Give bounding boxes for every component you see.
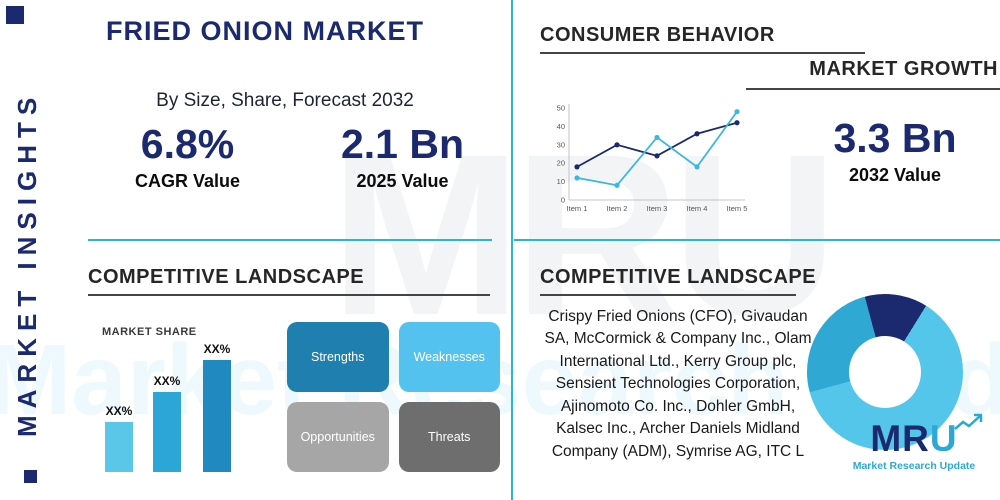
svg-text:30: 30 (557, 140, 565, 149)
value-2032: 3.3 Bn (833, 115, 957, 161)
stat-2032-value: 3.3 Bn 2032 Value (800, 115, 990, 186)
svg-text:Item 1: Item 1 (567, 204, 588, 213)
market-growth-line-chart: 0 10 20 30 40 50 Item 1 Item 2 Item 3 Item 4 Item … (557, 104, 748, 214)
pulse-icon (954, 413, 983, 430)
label-2025: 2025 Value (356, 171, 449, 192)
svg-text:50: 50 (557, 104, 565, 113)
svg-text:10: 10 (557, 177, 565, 186)
vertical-divider (511, 0, 513, 500)
bar (153, 392, 181, 472)
svg-text:Item 2: Item 2 (607, 204, 628, 213)
svg-text:0: 0 (561, 196, 565, 205)
vertical-page-title: MARKET INSIGHTS (12, 90, 42, 438)
swot-weaknesses: Weaknesses (398, 322, 500, 392)
logo-letters: MRU (833, 420, 995, 457)
bar (105, 422, 133, 472)
donut-chart (807, 294, 963, 450)
market-share-label: MARKET SHARE (102, 326, 197, 338)
consumer-behavior-title: CONSUMER BEHAVIOR (540, 24, 775, 46)
value-2025: 2.1 Bn (340, 121, 465, 167)
mru-logo: MRU Market Research Update (833, 413, 995, 472)
competitive-landscape-left-title: COMPETITIVE LANDSCAPE (88, 266, 365, 288)
market-growth-underline (746, 88, 1000, 90)
cagr-value: 6.8% (140, 121, 235, 167)
competitive-landscape-right-underline (540, 294, 796, 296)
page-subtitle: By Size, Share, Forecast 2032 (156, 90, 414, 111)
bar-column: XX% (200, 342, 234, 472)
swot-grid: Strengths Weaknesses Opportunities Threa… (287, 322, 500, 472)
horizontal-divider-left (88, 239, 492, 241)
bar-column: XX% (150, 374, 184, 472)
logo-tagline: Market Research Update (852, 460, 976, 472)
svg-text:40: 40 (557, 122, 565, 131)
svg-text:Item 4: Item 4 (687, 204, 708, 213)
logo-u-text: U (929, 418, 958, 459)
watermark-center: MRU (330, 106, 838, 363)
svg-text:Item 3: Item 3 (647, 204, 668, 213)
market-growth-title: MARKET GROWTH (809, 58, 998, 80)
swot-strengths: Strengths (287, 322, 389, 392)
bottom-square-decoration (24, 470, 37, 483)
company-list: Crispy Fried Onions (CFO), Givaudan SA, … (544, 308, 812, 460)
competitive-landscape-left-underline (88, 294, 490, 296)
swot-opportunities: Opportunities (287, 402, 389, 472)
market-share-bar-chart: XX% XX% XX% (102, 340, 252, 472)
page-title: FRIED ONION MARKET (106, 16, 424, 46)
label-2032: 2032 Value (848, 165, 942, 186)
logo-mr-text: MR (870, 418, 930, 459)
competitive-landscape-right-title: COMPETITIVE LANDSCAPE (540, 266, 817, 288)
bar-value-label: XX% (105, 404, 133, 418)
bar (203, 360, 231, 472)
corner-square-decoration (6, 6, 24, 24)
stat-cagr: 6.8% CAGR Value (100, 121, 275, 192)
donut-hole (849, 336, 921, 408)
horizontal-divider-right (514, 239, 1000, 241)
consumer-behavior-underline (540, 52, 865, 54)
bar-value-label: XX% (153, 374, 181, 388)
bar-value-label: XX% (203, 342, 231, 356)
svg-text:20: 20 (557, 159, 565, 168)
svg-text:Item 5: Item 5 (727, 204, 748, 213)
cagr-label: CAGR Value (134, 171, 241, 192)
stat-2025-value: 2.1 Bn 2025 Value (315, 121, 490, 192)
swot-threats: Threats (398, 402, 500, 472)
bar-column: XX% (102, 404, 136, 472)
